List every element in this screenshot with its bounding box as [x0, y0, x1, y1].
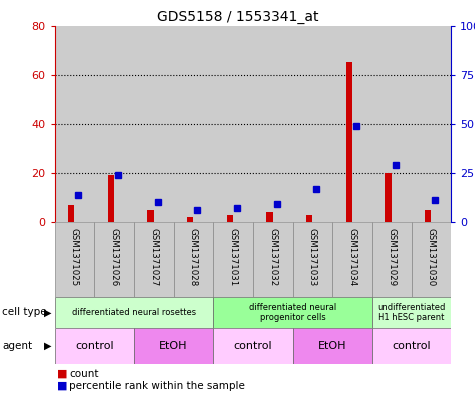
Text: differentiated neural
progenitor cells: differentiated neural progenitor cells	[249, 303, 336, 322]
Bar	[372, 328, 451, 364]
Bar	[134, 222, 173, 297]
Bar	[346, 62, 352, 222]
Text: cell type: cell type	[2, 307, 47, 318]
Text: differentiated neural rosettes: differentiated neural rosettes	[72, 308, 196, 317]
Text: GSM1371034: GSM1371034	[348, 228, 357, 286]
Bar	[108, 175, 114, 222]
Text: ▶: ▶	[44, 341, 51, 351]
Bar	[213, 328, 293, 364]
Bar	[332, 222, 372, 297]
Bar	[293, 328, 372, 364]
Bar	[174, 26, 213, 222]
Bar	[213, 26, 253, 222]
Bar	[55, 26, 94, 222]
Text: EtOH: EtOH	[160, 341, 188, 351]
Text: control: control	[392, 341, 431, 351]
Text: percentile rank within the sample: percentile rank within the sample	[69, 381, 245, 391]
Bar	[55, 328, 134, 364]
Text: GSM1371030: GSM1371030	[427, 228, 436, 286]
Text: GSM1371029: GSM1371029	[387, 228, 396, 286]
Bar	[372, 222, 411, 297]
Text: control: control	[75, 341, 114, 351]
Bar	[253, 26, 293, 222]
Bar	[213, 222, 253, 297]
Text: GSM1371027: GSM1371027	[149, 228, 158, 286]
Bar	[266, 212, 273, 222]
Bar	[174, 222, 213, 297]
Bar	[94, 222, 134, 297]
Bar	[293, 26, 332, 222]
Text: GSM1371028: GSM1371028	[189, 228, 198, 286]
Bar	[411, 222, 451, 297]
Text: GSM1371032: GSM1371032	[268, 228, 277, 286]
Text: count: count	[69, 369, 98, 379]
Bar	[227, 215, 233, 222]
Bar	[253, 222, 293, 297]
Text: ■: ■	[57, 369, 67, 379]
Text: control: control	[234, 341, 272, 351]
Bar	[411, 26, 451, 222]
Bar	[55, 297, 213, 328]
Text: GDS5158 / 1553341_at: GDS5158 / 1553341_at	[157, 10, 318, 24]
Bar	[306, 215, 313, 222]
Bar	[332, 26, 372, 222]
Bar	[68, 205, 75, 222]
Bar	[147, 210, 154, 222]
Bar	[187, 217, 193, 222]
Bar	[134, 26, 173, 222]
Text: ■: ■	[57, 381, 67, 391]
Text: ▶: ▶	[44, 307, 51, 318]
Text: EtOH: EtOH	[318, 341, 346, 351]
Bar	[385, 173, 392, 222]
Bar	[293, 222, 332, 297]
Text: undifferentiated
H1 hESC parent: undifferentiated H1 hESC parent	[378, 303, 446, 322]
Text: agent: agent	[2, 341, 32, 351]
Text: GSM1371025: GSM1371025	[70, 228, 79, 286]
Bar	[94, 26, 134, 222]
Bar	[372, 297, 451, 328]
Text: GSM1371031: GSM1371031	[228, 228, 238, 286]
Bar	[372, 26, 411, 222]
Text: GSM1371033: GSM1371033	[308, 228, 317, 286]
Bar	[134, 328, 213, 364]
Bar	[213, 297, 372, 328]
Bar	[425, 210, 431, 222]
Bar	[55, 222, 94, 297]
Text: GSM1371026: GSM1371026	[110, 228, 119, 286]
